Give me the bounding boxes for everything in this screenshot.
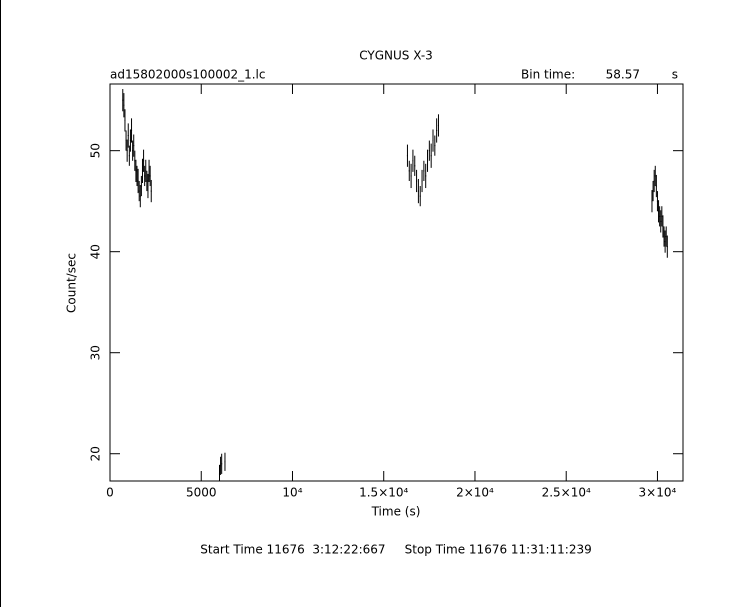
y-tick-label: 20 bbox=[89, 446, 103, 461]
x-tick-label: 3×10⁴ bbox=[639, 486, 677, 500]
x-tick-label: 5000 bbox=[186, 486, 217, 500]
x-axis-label: Time (s) bbox=[371, 505, 421, 519]
file-name: ad15802000s100002_1.lc bbox=[110, 68, 266, 82]
chart-title: CYGNUS X-3 bbox=[359, 49, 433, 63]
bin-time-label: Bin time: bbox=[521, 68, 575, 82]
y-tick-label: 50 bbox=[89, 143, 103, 158]
y-tick-label: 40 bbox=[89, 244, 103, 259]
data-area bbox=[122, 89, 668, 481]
x-tick-label: 0 bbox=[106, 486, 114, 500]
x-tick-label: 2.5×10⁴ bbox=[542, 486, 591, 500]
footer: Start Time 11676 3:12:22:667 Stop Time 1… bbox=[200, 543, 592, 557]
y-tick-label: 30 bbox=[89, 345, 103, 360]
y-axis-label: Count/sec bbox=[65, 253, 79, 313]
bin-time: 58.57 bbox=[606, 68, 640, 82]
plot-frame bbox=[109, 83, 684, 482]
x-tick-label: 10⁴ bbox=[282, 486, 302, 500]
x-tick-label: 1.5×10⁴ bbox=[359, 486, 408, 500]
x-tick-label: 2×10⁴ bbox=[456, 486, 494, 500]
bin-time-unit: s bbox=[672, 68, 678, 82]
